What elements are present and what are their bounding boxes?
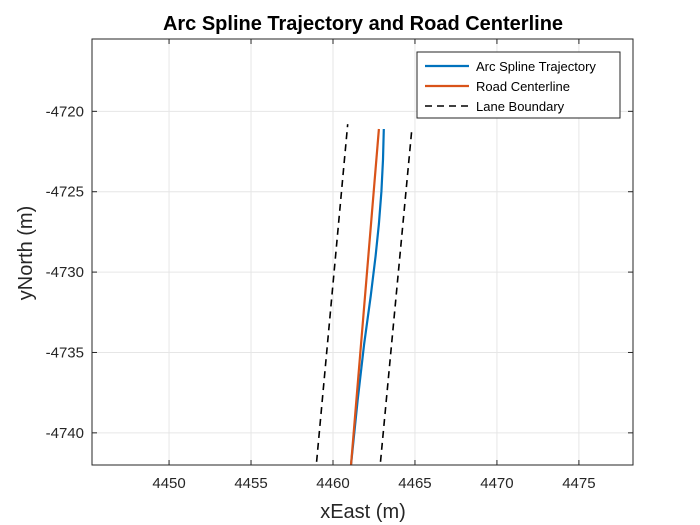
x-tick-label: 4475 bbox=[562, 475, 595, 492]
lane-boundary-line bbox=[379, 130, 413, 462]
y-axis-title: yNorth (m) bbox=[15, 206, 37, 300]
x-tick-label: 4470 bbox=[480, 475, 513, 492]
ticks: 4450 4455 4460 4465 4470 4475 -4720 -4725 -4730 -… bbox=[46, 39, 633, 492]
chart-title: Arc Spline Trajectory and Road Centerlin… bbox=[163, 13, 563, 35]
y-tick-label: -4725 bbox=[46, 184, 84, 201]
series-group bbox=[315, 124, 413, 466]
lane-boundary-line bbox=[315, 124, 349, 462]
y-tick-label: -4735 bbox=[46, 344, 84, 361]
x-tick-label: 4460 bbox=[316, 475, 349, 492]
legend: Arc Spline Trajectory Road Centerline Lane… bbox=[416, 51, 621, 119]
x-tick-label: 4455 bbox=[234, 475, 267, 492]
x-tick-label: 4465 bbox=[398, 475, 431, 492]
legend-label: Lane Boundary bbox=[476, 99, 565, 114]
legend-label: Arc Spline Trajectory bbox=[476, 59, 596, 74]
y-tick-label: -4720 bbox=[46, 103, 84, 120]
road-centerline-line bbox=[349, 128, 380, 466]
y-tick-label: -4730 bbox=[46, 264, 84, 281]
x-tick-label: 4450 bbox=[152, 475, 185, 492]
legend-label: Road Centerline bbox=[476, 79, 570, 94]
x-axis-title: xEast (m) bbox=[320, 501, 406, 523]
arc-spline-trajectory-line bbox=[349, 128, 385, 466]
plot-frame bbox=[91, 38, 634, 466]
y-tick-label: -4740 bbox=[46, 425, 84, 442]
